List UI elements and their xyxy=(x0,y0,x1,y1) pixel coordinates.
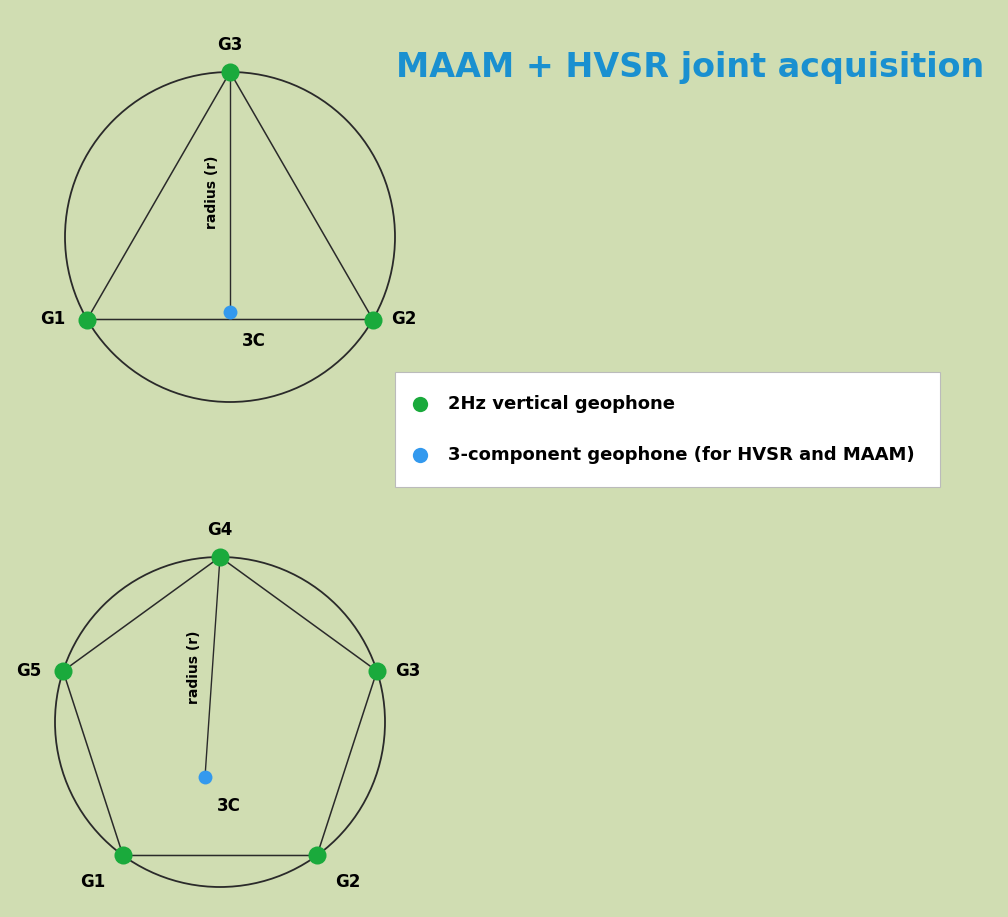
Text: G5: G5 xyxy=(16,662,41,680)
Text: 2Hz vertical geophone: 2Hz vertical geophone xyxy=(448,395,675,414)
Text: G1: G1 xyxy=(40,311,66,328)
Text: 3C: 3C xyxy=(217,797,241,815)
Text: radius (r): radius (r) xyxy=(187,630,202,703)
Text: G4: G4 xyxy=(208,521,233,539)
Text: G1: G1 xyxy=(80,874,105,891)
Text: G2: G2 xyxy=(391,311,416,328)
Text: G3: G3 xyxy=(395,662,420,680)
Text: MAAM + HVSR joint acquisition: MAAM + HVSR joint acquisition xyxy=(396,50,984,83)
Text: G2: G2 xyxy=(335,874,360,891)
Text: G3: G3 xyxy=(218,36,243,54)
Text: radius (r): radius (r) xyxy=(205,155,219,228)
Text: 3-component geophone (for HVSR and MAAM): 3-component geophone (for HVSR and MAAM) xyxy=(448,446,914,464)
Bar xyxy=(395,372,940,487)
Text: 3C: 3C xyxy=(242,332,266,350)
